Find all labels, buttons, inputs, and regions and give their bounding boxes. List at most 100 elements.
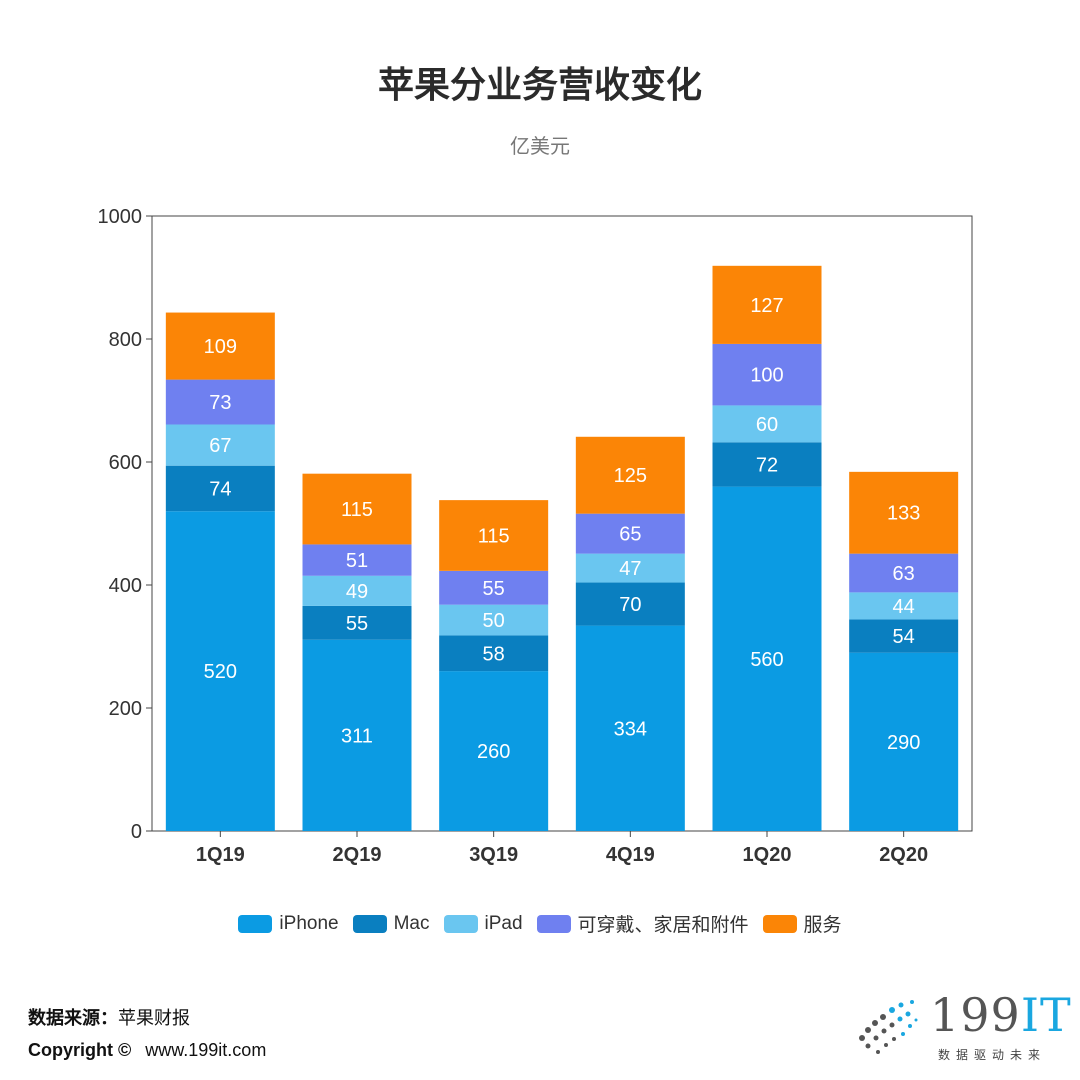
x-tick-label: 2Q20: [879, 844, 928, 866]
legend-label: iPhone: [279, 912, 339, 934]
logo-text: 199IT: [930, 988, 1072, 1042]
x-tick-label: 4Q19: [606, 844, 655, 866]
bar-segment: [439, 500, 549, 571]
y-tick-label: 0: [131, 821, 142, 843]
x-tick-label: 3Q19: [469, 844, 518, 866]
legend-swatch: [352, 914, 387, 933]
chart-title: 苹果分业务营收变化: [377, 64, 702, 105]
data-label: 127: [750, 295, 783, 317]
bar-segment: [575, 513, 685, 554]
x-tick-label: 2Q19: [333, 844, 382, 866]
bar-segment: [849, 652, 959, 831]
data-label: 100: [750, 365, 783, 387]
legend: iPhone Mac iPad 可穿戴、家居和附件 服务: [0, 910, 1080, 937]
data-label: 65: [619, 524, 641, 546]
bar-segment: [575, 582, 685, 626]
bar-segment: [165, 424, 275, 466]
bar-segment: [712, 405, 822, 443]
stacked-bar-chart: 0 200 400 600 800 1000 520 74 67 73 109 1Q19 311 55 49…: [98, 206, 973, 866]
legend-label: 可穿戴、家居和附件: [577, 915, 749, 936]
y-tick-label: 1000: [98, 206, 143, 228]
legend-swatch: [536, 914, 571, 933]
data-label: 55: [346, 613, 368, 635]
legend-label: Mac: [393, 912, 430, 934]
legend-swatch: [238, 914, 273, 933]
bar-segment: [439, 570, 549, 605]
legend-item: 服务: [762, 910, 842, 937]
data-label: 50: [483, 610, 505, 632]
x-tick-label: 1Q19: [196, 844, 245, 866]
data-label: 55: [483, 578, 505, 600]
y-tick-label: 800: [109, 329, 142, 351]
legend-label: 服务: [803, 915, 842, 936]
copyright-url: www.199it.com: [145, 1040, 267, 1060]
copyright-label: Copyright ©: [28, 1040, 132, 1060]
bar-segment: [712, 486, 822, 831]
data-label: 44: [893, 596, 915, 618]
data-label: 260: [477, 741, 510, 763]
x-tick-label: 1Q20: [743, 844, 792, 866]
data-label: 520: [204, 661, 237, 683]
bar-segment: [712, 442, 822, 487]
logo-text-number: 199: [930, 988, 1021, 1042]
bar-segment: [439, 671, 549, 831]
bar-segment: [302, 575, 412, 606]
logo-text-it: IT: [1020, 988, 1072, 1042]
data-label: 58: [483, 643, 505, 665]
chart-subtitle: 亿美元: [510, 136, 570, 158]
legend-item: iPad: [443, 910, 523, 937]
legend-item: Mac: [352, 910, 430, 937]
data-label: 73: [209, 392, 231, 414]
data-label: 72: [756, 454, 778, 476]
legend-label: iPad: [484, 912, 523, 934]
copyright: Copyright © www.199it.com: [28, 1040, 266, 1061]
bar-segment: [849, 471, 959, 554]
bar-segment: [849, 553, 959, 593]
legend-swatch: [443, 914, 478, 933]
data-label: 67: [209, 435, 231, 457]
logo-slogan: 数据驱动未来: [938, 1048, 1047, 1062]
data-label: 74: [209, 478, 231, 500]
bar-segment: [439, 635, 549, 672]
source-value: 苹果财报: [118, 1008, 190, 1028]
data-label: 115: [478, 525, 510, 547]
bar-segment: [302, 639, 412, 831]
bar-segment: [165, 379, 275, 425]
bar-segment: [165, 511, 275, 831]
data-source: 数据来源：苹果财报: [28, 1004, 190, 1030]
y-tick-label: 400: [109, 575, 142, 597]
bar-segment: [165, 465, 275, 512]
bar-segment: [849, 619, 959, 653]
source-label: 数据来源：: [28, 1008, 118, 1028]
bar-segment: [575, 553, 685, 583]
bar-segment: [575, 625, 685, 831]
data-label: 63: [893, 563, 915, 585]
data-label: 47: [619, 558, 641, 580]
bar-segment: [302, 544, 412, 576]
bar-segment: [712, 265, 822, 344]
legend-item: iPhone: [238, 910, 339, 937]
bar-segment: [575, 436, 685, 514]
data-label: 560: [750, 649, 783, 671]
data-label: 51: [346, 550, 368, 572]
data-label: 290: [887, 732, 920, 754]
bar-segment: [302, 605, 412, 640]
data-label: 115: [341, 499, 373, 521]
dots-globe-icon: [859, 1000, 918, 1054]
data-label: 109: [204, 336, 237, 358]
data-label: 49: [346, 581, 368, 603]
plot-frame: [151, 215, 973, 832]
data-label: 133: [887, 503, 920, 525]
logo-199it: 199IT 数据驱动未来: [848, 988, 1071, 1070]
bar-segment: [439, 604, 549, 636]
legend-swatch: [762, 914, 797, 933]
data-label: 70: [619, 594, 641, 616]
data-label: 334: [614, 718, 647, 740]
data-label: 311: [341, 725, 373, 747]
data-label: 60: [756, 414, 778, 436]
data-label: 54: [893, 626, 915, 648]
legend-item: 可穿戴、家居和附件: [536, 910, 749, 937]
bar-segment: [849, 592, 959, 620]
y-tick-label: 200: [109, 698, 142, 720]
y-tick-label: 600: [109, 452, 142, 474]
